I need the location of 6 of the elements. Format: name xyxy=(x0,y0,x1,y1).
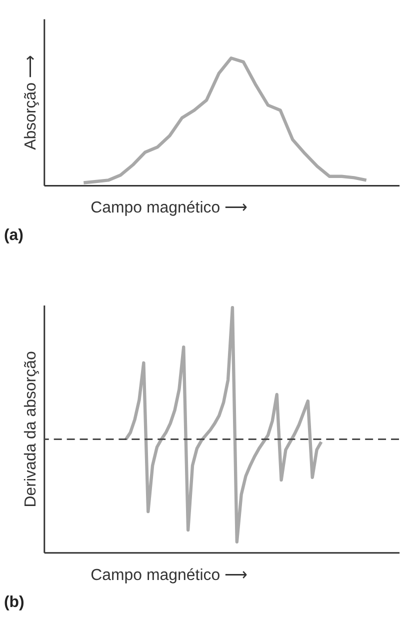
y-axis-title: Absorção ⟶ xyxy=(22,55,40,150)
y-axis-title: Derivada da absorção xyxy=(22,351,40,508)
x-axis-title: Campo magnético ⟶ xyxy=(90,566,248,584)
text: (b) xyxy=(4,594,24,612)
x-axis-title: Campo magnético ⟶ xyxy=(90,200,248,217)
text: (a) xyxy=(4,227,24,244)
